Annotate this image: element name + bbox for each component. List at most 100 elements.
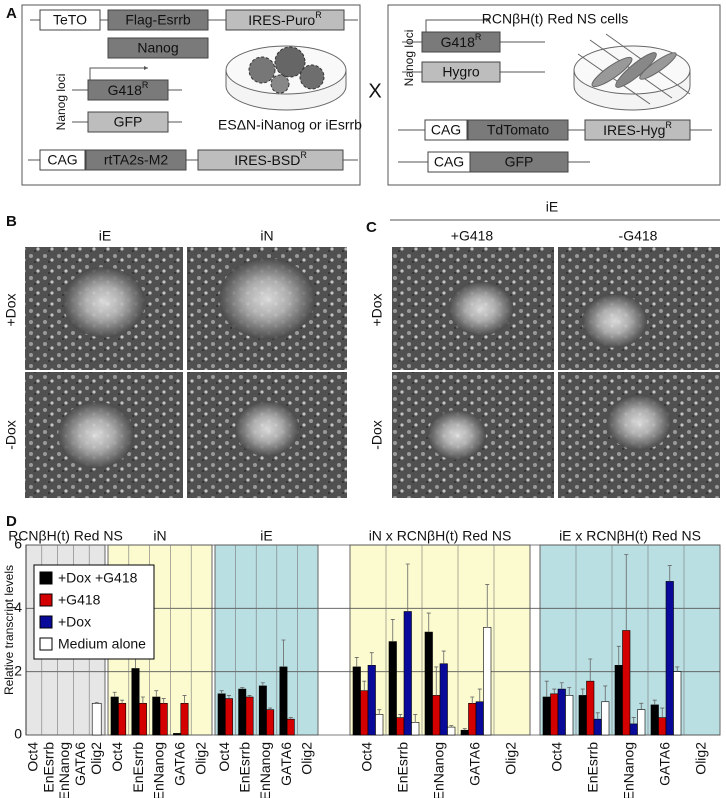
panel-label: A xyxy=(6,5,17,22)
group-title: iE xyxy=(260,528,272,544)
bar xyxy=(279,666,288,736)
x-tick-label: Olig2 xyxy=(192,742,208,775)
legend-label: +G418 xyxy=(58,592,101,608)
bar xyxy=(180,703,189,736)
error-bar xyxy=(580,688,585,696)
row-label: +Dox xyxy=(369,293,385,326)
y-tick-label: 4 xyxy=(14,599,22,615)
bar xyxy=(91,703,102,736)
gene-box xyxy=(467,119,569,141)
gene-box xyxy=(87,79,169,101)
error-bar xyxy=(675,666,680,672)
bar xyxy=(593,718,602,736)
bar xyxy=(152,696,161,736)
error-bar xyxy=(588,658,593,682)
panel-frame xyxy=(387,4,721,186)
label-superscript: R xyxy=(142,80,149,90)
bar xyxy=(110,696,119,736)
bar xyxy=(424,631,433,736)
gene-box xyxy=(85,149,187,171)
gene-label: GFP xyxy=(114,114,143,130)
bar xyxy=(637,709,646,736)
bar xyxy=(557,688,566,736)
gene-label: CAG xyxy=(434,154,464,170)
bar xyxy=(601,701,610,736)
micrograph-colony xyxy=(58,401,135,469)
label-text: IRES-BSD xyxy=(234,152,300,168)
gene-label: Nanog xyxy=(137,40,178,56)
gene-label: G418R xyxy=(441,32,482,49)
bar xyxy=(411,722,420,736)
error-bar xyxy=(154,690,159,697)
loci-label: Nanog loci xyxy=(402,30,416,87)
group-title: RCNβH(t) Red NS xyxy=(8,528,123,544)
bar xyxy=(352,666,361,736)
error-bar xyxy=(552,688,557,694)
x-tick-label: Oct4 xyxy=(216,742,232,772)
error-bar xyxy=(652,699,657,705)
error-bar xyxy=(369,652,374,666)
group-title: iE x RCNβH(t) Red NS xyxy=(559,528,701,544)
error-bar xyxy=(260,682,265,686)
bar xyxy=(565,695,574,736)
gene-label: IRES-BSDR xyxy=(234,150,307,167)
x-tick-label: EnNanog xyxy=(621,742,637,798)
error-bar xyxy=(405,563,410,612)
column-label: +G418 xyxy=(451,228,494,244)
gene-label: IRES-PuroR xyxy=(248,10,322,27)
label-text: IRES-Hyg xyxy=(603,122,665,138)
y-tick-label: 0 xyxy=(14,726,22,742)
x-tick-label: Oct4 xyxy=(25,742,41,772)
error-bar xyxy=(603,685,608,702)
dish xyxy=(225,45,347,111)
x-tick-label: EnNanog xyxy=(257,742,273,798)
cross-symbol: X xyxy=(368,80,381,102)
bar xyxy=(468,703,477,736)
bar xyxy=(673,671,682,736)
bar xyxy=(578,695,587,736)
gene-label: Flag-Esrrb xyxy=(125,12,191,28)
gene-box xyxy=(107,37,209,59)
error-bar xyxy=(354,657,359,667)
bar xyxy=(131,668,140,736)
error-bar xyxy=(94,701,99,704)
x-tick-label: EnNanog xyxy=(151,742,167,798)
bar xyxy=(665,581,674,736)
error-bar xyxy=(477,688,482,702)
gene-box xyxy=(197,149,344,171)
bar xyxy=(396,717,405,736)
x-tick-label: Olig2 xyxy=(693,742,709,775)
bar xyxy=(225,698,233,736)
error-bar xyxy=(544,680,549,697)
y-tick-label: 2 xyxy=(14,662,22,678)
x-tick-label: GATA6 xyxy=(172,742,188,786)
column-label: iN xyxy=(260,228,273,244)
group-title: iN xyxy=(153,528,166,544)
gene-label: TeTO xyxy=(53,12,87,28)
micrograph-colony xyxy=(448,281,514,336)
error-bar xyxy=(434,666,439,696)
gene-box xyxy=(469,151,569,173)
legend-swatch xyxy=(39,637,53,651)
legend-label: Medium alone xyxy=(58,636,146,652)
error-bar xyxy=(667,565,672,582)
cells-label: RCNβH(t) Red NS cells xyxy=(482,11,629,27)
x-tick-label: EnEsrrb xyxy=(130,742,146,793)
bar xyxy=(650,704,659,736)
label-superscript: R xyxy=(300,150,307,160)
x-tick-label: Oct4 xyxy=(359,742,375,772)
gene-box xyxy=(87,111,169,133)
column-header: iE xyxy=(546,199,558,215)
y-tick-label: 6 xyxy=(14,536,22,552)
error-bar xyxy=(161,698,166,704)
bar xyxy=(217,693,226,736)
label-text: IRES-Puro xyxy=(248,12,315,28)
error-bar xyxy=(182,695,187,704)
bar xyxy=(460,729,469,736)
x-tick-label: Olig2 xyxy=(298,742,314,775)
label-superscript: R xyxy=(665,120,672,130)
bar xyxy=(658,717,667,736)
group-title: iN x RCNβH(t) Red NS xyxy=(369,528,512,544)
bar xyxy=(360,690,369,736)
bar xyxy=(542,696,551,736)
